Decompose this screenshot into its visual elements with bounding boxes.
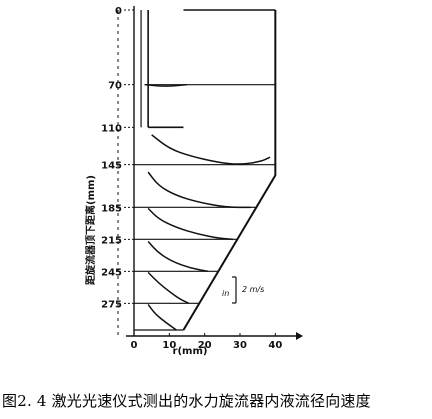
y-tick-label: 185 [101, 203, 122, 214]
y-tick-label: 0 [115, 6, 122, 17]
scale-bar-left-label: in [222, 289, 229, 298]
velocity-profile-curve [147, 240, 209, 273]
x-tick-label: 20 [198, 340, 212, 351]
cyclone-wall [182, 10, 277, 331]
velocity-profile-curve [147, 171, 251, 209]
y-tick-label: 70 [108, 81, 122, 92]
velocity-profile-curve [147, 303, 177, 331]
x-tick-labels: 0 10 20 30 40 [131, 333, 282, 351]
y-tick-label: 215 [101, 235, 122, 246]
hydrocyclone-outline [140, 9, 277, 331]
figure-caption: 图2. 4 激光光速仪式测出的水力旋流器内液流径向速度 [2, 392, 371, 410]
y-tick-labels: 0 70 110 145 185 215 245 275 [101, 6, 134, 310]
velocity-profile-curve [144, 83, 188, 87]
velocity-scale-bar: in 2 m/s [222, 276, 264, 304]
x-axis-arrow [296, 332, 303, 340]
y-tick-label: 245 [101, 267, 122, 278]
y-tick-label: 110 [101, 123, 122, 134]
scale-bar-right-label: 2 m/s [242, 285, 264, 294]
x-axis-title: r(mm) [173, 346, 208, 357]
x-tick-label: 30 [233, 340, 247, 351]
axes [117, 6, 303, 340]
y-tick-label: 145 [101, 161, 122, 172]
y-tick-label: 275 [101, 299, 122, 310]
x-tick-label: 40 [268, 340, 282, 351]
profile-baselines [134, 84, 276, 331]
x-tick-label: 0 [131, 340, 138, 351]
x-tick-label: 10 [162, 340, 176, 351]
velocity-profile-curve [147, 207, 233, 241]
velocity-profile-curve [147, 271, 190, 305]
y-axis-title: 距旋流器顶下距离(mm) [84, 175, 97, 285]
velocity-profiles [144, 83, 271, 331]
velocity-profile-curve [151, 134, 271, 165]
